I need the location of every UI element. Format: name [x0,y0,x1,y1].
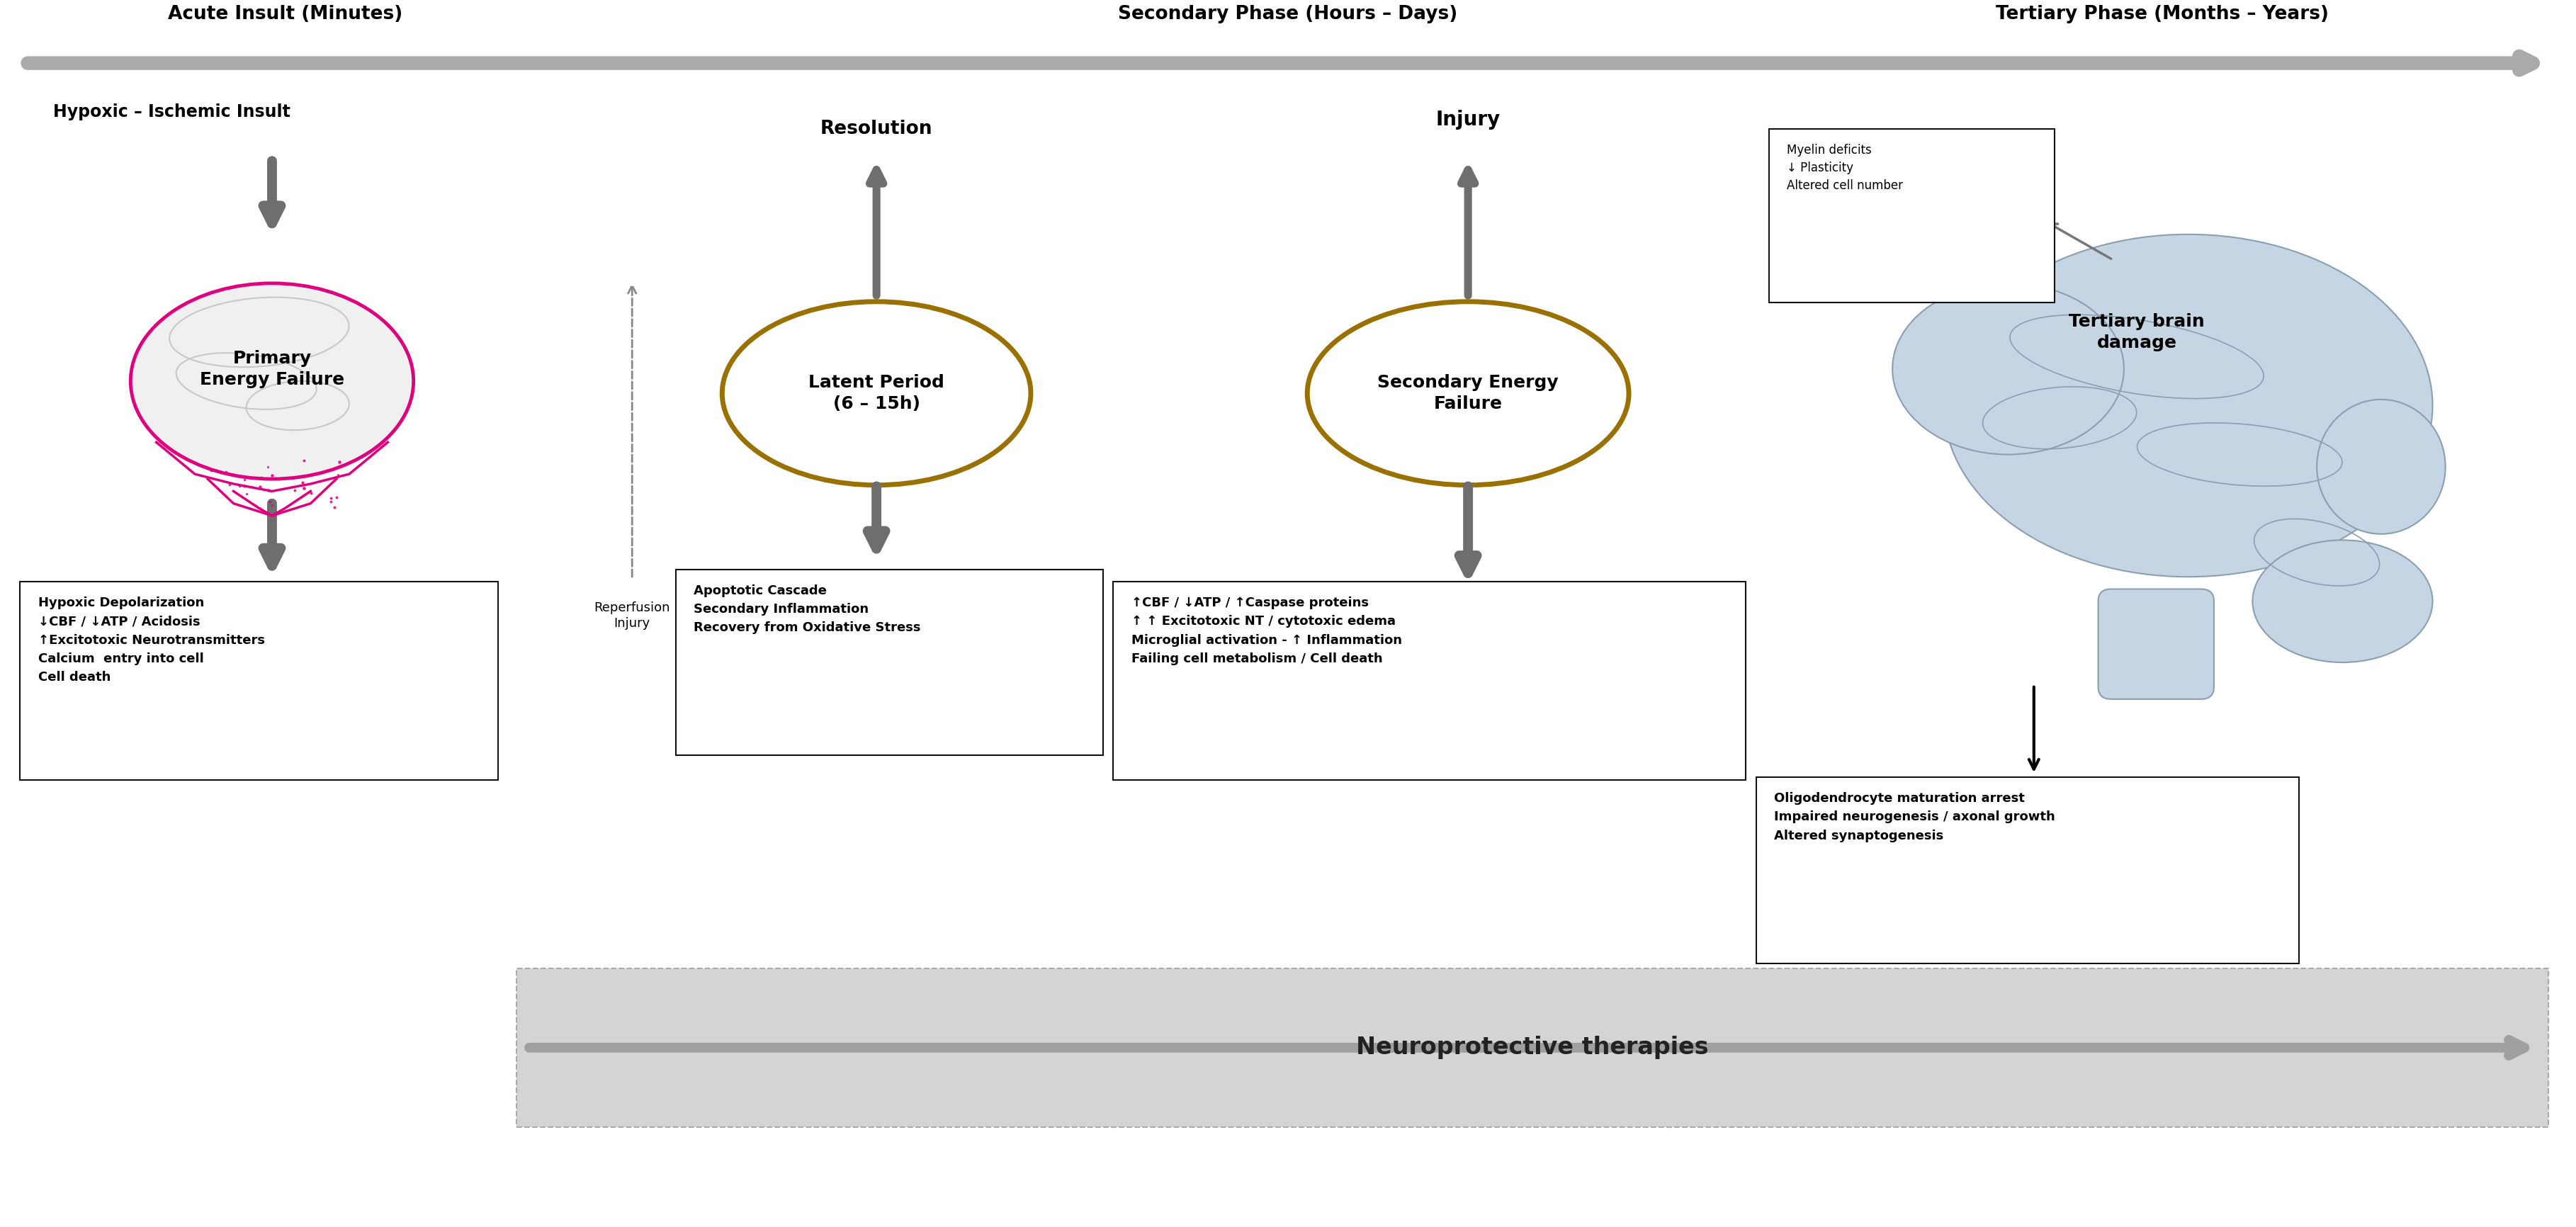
Text: Hypoxic – Ischemic Insult: Hypoxic – Ischemic Insult [54,103,291,120]
Text: Hypoxic Depolarization
↓CBF / ↓ATP / Acidosis
↑Excitotoxic Neurotransmitters
Cal: Hypoxic Depolarization ↓CBF / ↓ATP / Aci… [39,596,265,683]
Ellipse shape [1893,283,2125,454]
FancyBboxPatch shape [1113,582,1747,780]
FancyBboxPatch shape [515,968,2548,1128]
Ellipse shape [1306,302,1628,485]
FancyBboxPatch shape [21,582,497,780]
Ellipse shape [2316,400,2445,534]
Text: Reperfusion
Injury: Reperfusion Injury [595,601,670,629]
Text: Apoptotic Cascade
Secondary Inflammation
Recovery from Oxidative Stress: Apoptotic Cascade Secondary Inflammation… [693,584,920,634]
FancyBboxPatch shape [1757,778,2298,963]
Text: Secondary Phase (Hours – Days): Secondary Phase (Hours – Days) [1118,5,1458,23]
Text: Tertiary Phase (Months – Years): Tertiary Phase (Months – Years) [1996,5,2329,23]
FancyBboxPatch shape [2099,589,2213,699]
FancyBboxPatch shape [675,569,1103,756]
Text: Latent Period
(6 – 15h): Latent Period (6 – 15h) [809,374,945,412]
Text: Neuroprotective therapies: Neuroprotective therapies [1355,1036,1708,1059]
Text: ↑CBF / ↓ATP / ↑Caspase proteins
↑ ↑ Excitotoxic NT / cytotoxic edema
Microglial : ↑CBF / ↓ATP / ↑Caspase proteins ↑ ↑ Exci… [1131,596,1401,665]
Text: Secondary Energy
Failure: Secondary Energy Failure [1378,374,1558,412]
Ellipse shape [131,283,415,479]
Text: Tertiary brain
damage: Tertiary brain damage [2069,313,2205,351]
Text: Primary
Energy Failure: Primary Energy Failure [201,350,345,388]
Ellipse shape [1945,234,2432,577]
Text: Acute Insult (Minutes): Acute Insult (Minutes) [167,5,402,23]
Text: Injury: Injury [1435,109,1499,129]
Text: Myelin deficits
↓ Plasticity
Altered cell number: Myelin deficits ↓ Plasticity Altered cel… [1788,144,1904,191]
FancyBboxPatch shape [1770,129,2056,303]
Text: Oligodendrocyte maturation arrest
Impaired neurogenesis / axonal growth
Altered : Oligodendrocyte maturation arrest Impair… [1775,793,2056,842]
Text: Resolution: Resolution [819,120,933,139]
Ellipse shape [2251,540,2432,663]
Ellipse shape [721,302,1030,485]
